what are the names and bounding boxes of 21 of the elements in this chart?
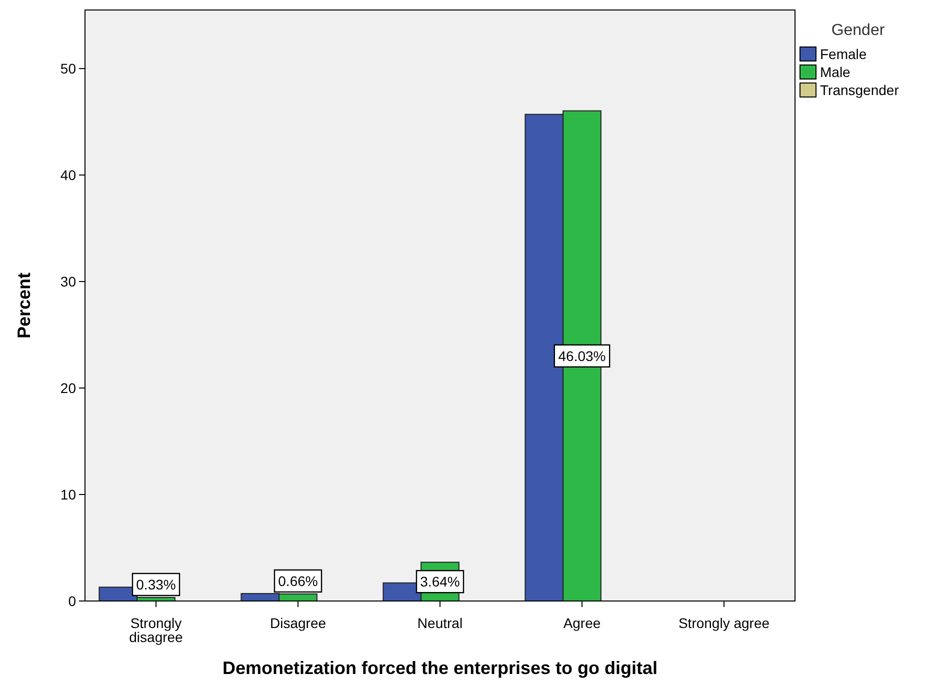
data-label: 0.66% — [278, 572, 318, 589]
y-axis-title: Percent — [14, 272, 34, 339]
x-tick-label: Neutral — [417, 615, 463, 631]
x-axis-title: Demonetization forced the enterprises to go digital — [222, 658, 658, 678]
x-tick-label: Strongly agree — [678, 615, 770, 631]
y-tick-label: 50 — [60, 60, 76, 77]
legend-label: Female — [820, 46, 867, 62]
y-tick-label: 0 — [68, 593, 76, 609]
x-tick-label: Disagree — [270, 615, 326, 631]
y-tick-label: 20 — [60, 380, 76, 396]
legend-label: Male — [820, 64, 851, 80]
data-label: 3.64% — [420, 574, 460, 590]
x-tick-label: Strongly disagree — [129, 615, 184, 645]
y-tick-label: 40 — [60, 167, 76, 184]
data-label: 46.03% — [558, 348, 606, 364]
data-label: 0.33% — [136, 576, 176, 592]
legend-label: Transgender — [820, 82, 900, 98]
y-tick-label: 10 — [60, 486, 76, 503]
legend-title: Gender — [831, 22, 886, 39]
x-tick-label: Agree — [563, 615, 601, 631]
y-tick-label: 30 — [60, 274, 76, 290]
